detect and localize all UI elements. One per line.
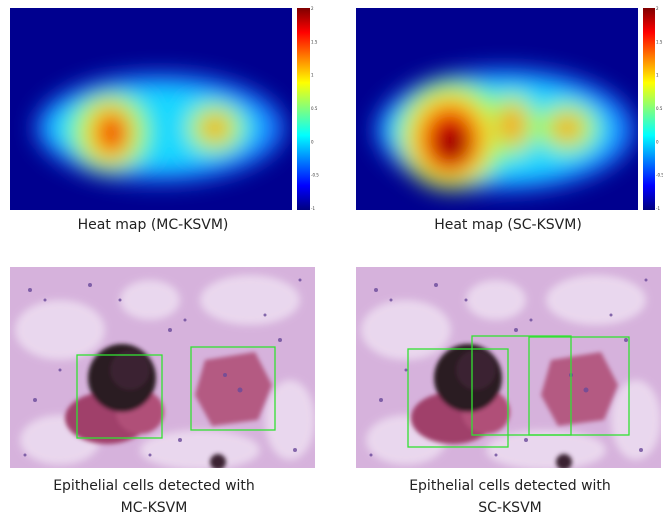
caption: Epithelial cells detected with bbox=[409, 478, 611, 494]
colorbar-label: 2 bbox=[311, 6, 314, 11]
figure: 2 1.5 1 0.5 0 -0.5 -1 Heat map (MC-KSVM) 2 1.5 1… bbox=[0, 0, 663, 516]
colorbar bbox=[643, 8, 655, 210]
heatmap bbox=[356, 8, 638, 210]
colorbar-label: 2 bbox=[656, 6, 659, 11]
colorbar bbox=[297, 8, 310, 210]
caption: Heat map (MC-KSVM) bbox=[78, 217, 229, 233]
colorbar-label: -1 bbox=[311, 206, 315, 211]
colorbar-label: 1 bbox=[311, 73, 314, 78]
colorbar-label: -0.5 bbox=[656, 173, 663, 178]
caption: Epithelial cells detected with bbox=[53, 478, 255, 494]
colorbar-labels: 2 1.5 1 0.5 0 -0.5 -1 bbox=[311, 6, 319, 211]
caption: Heat map (SC-KSVM) bbox=[434, 217, 582, 233]
colorbar-label: 1 bbox=[656, 73, 659, 78]
colorbar-label: -0.5 bbox=[311, 173, 319, 178]
caption: MC-KSVM bbox=[121, 500, 188, 516]
colorbar-label: 0.5 bbox=[311, 106, 318, 111]
caption: SC-KSVM bbox=[478, 500, 541, 516]
colorbar-labels: 2 1.5 1 0.5 0 -0.5 -1 bbox=[656, 6, 663, 211]
colorbar-label: 0 bbox=[311, 139, 314, 144]
colorbar-label: 0.5 bbox=[656, 106, 663, 111]
colorbar-label: -1 bbox=[656, 206, 660, 211]
heatmap bbox=[10, 8, 292, 210]
colorbar-label: 1.5 bbox=[311, 39, 318, 44]
colorbar-label: 1.5 bbox=[656, 39, 663, 44]
colorbar-label: 0 bbox=[656, 139, 659, 144]
